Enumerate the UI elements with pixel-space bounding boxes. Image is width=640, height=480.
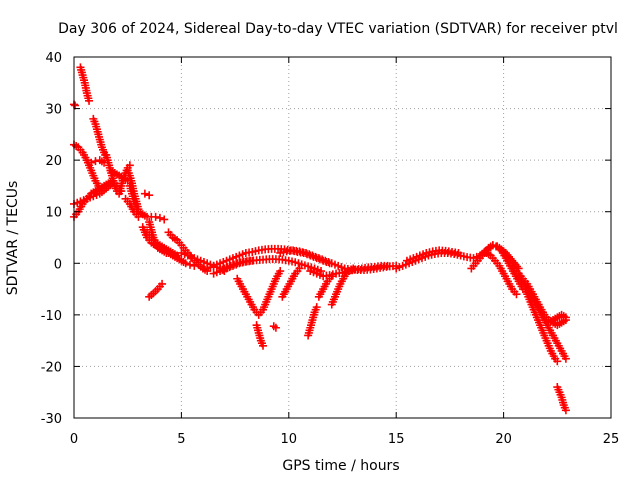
data-point bbox=[561, 406, 570, 415]
series-arc-c bbox=[70, 140, 104, 193]
data-point bbox=[312, 303, 321, 312]
y-tick-label: -20 bbox=[41, 360, 62, 375]
data-point bbox=[181, 259, 190, 268]
series-arc-p bbox=[145, 218, 171, 257]
y-tick-label: 30 bbox=[45, 103, 62, 118]
series-arc-v bbox=[209, 256, 257, 278]
data-point bbox=[160, 215, 169, 224]
series-arc-i bbox=[106, 166, 132, 185]
data-point bbox=[383, 261, 392, 270]
data-point bbox=[185, 260, 194, 269]
data-point bbox=[134, 212, 143, 221]
series-arc-ad bbox=[314, 272, 336, 301]
data-point bbox=[155, 213, 164, 222]
data-point bbox=[561, 354, 570, 363]
y-tick-label: -10 bbox=[41, 309, 62, 324]
data-point bbox=[295, 264, 304, 273]
x-tick-label: 25 bbox=[603, 432, 620, 447]
series-arc-g bbox=[89, 114, 110, 159]
data-point bbox=[248, 256, 257, 265]
data-point bbox=[145, 191, 154, 200]
x-tick-label: 0 bbox=[70, 432, 78, 447]
data-point bbox=[276, 267, 285, 276]
series-arc-an bbox=[553, 383, 570, 415]
plot-frame bbox=[73, 56, 612, 419]
data-point bbox=[151, 212, 160, 221]
data-point bbox=[85, 96, 94, 105]
y-tick-label: 10 bbox=[45, 206, 62, 221]
data-point bbox=[349, 264, 358, 273]
series-arc-s bbox=[145, 279, 167, 301]
data-point bbox=[271, 323, 280, 332]
series-arc-l bbox=[121, 194, 143, 221]
data-point bbox=[125, 161, 134, 170]
series-arc-ai bbox=[482, 248, 521, 299]
grid bbox=[74, 57, 611, 418]
axis-ticks: 0 5 10 15 20 25 -30 -20 -10 0 10 20 30 40 bbox=[41, 51, 620, 447]
x-tick-label: 15 bbox=[388, 432, 405, 447]
data-point bbox=[317, 267, 326, 276]
series-arc-ag bbox=[402, 246, 463, 265]
data-point bbox=[140, 189, 149, 198]
series-arc-k bbox=[125, 181, 169, 224]
series-arc-b bbox=[76, 63, 94, 105]
series-arc-w bbox=[276, 246, 401, 274]
y-axis-label: SDTVAR / TECUs bbox=[5, 181, 21, 296]
data-point bbox=[561, 313, 570, 322]
x-axis-label: GPS time / hours bbox=[282, 458, 399, 474]
x-tick-label: 10 bbox=[281, 432, 298, 447]
y-tick-label: 20 bbox=[45, 154, 62, 169]
data-point bbox=[162, 248, 171, 257]
series-arc-am bbox=[527, 290, 570, 327]
series-arc-y bbox=[233, 267, 285, 319]
data-point bbox=[87, 158, 96, 167]
series-arc-ab bbox=[278, 264, 304, 301]
series-arc-e bbox=[70, 179, 117, 208]
y-tick-label: -30 bbox=[41, 412, 62, 427]
series-arc-ac bbox=[304, 303, 321, 340]
series-arc-aa bbox=[269, 322, 280, 332]
series-arc-z bbox=[252, 321, 268, 350]
x-tick-label: 5 bbox=[177, 432, 185, 447]
chart-title: Day 306 of 2024, Sidereal Day-to-day VTE… bbox=[58, 21, 618, 37]
data-point bbox=[512, 290, 521, 299]
y-tick-label: 0 bbox=[54, 257, 62, 272]
x-tick-label: 20 bbox=[495, 432, 512, 447]
data-point bbox=[327, 272, 336, 281]
data-point bbox=[488, 241, 497, 250]
y-tick-label: 40 bbox=[45, 51, 62, 66]
data-point bbox=[158, 279, 167, 288]
data-point bbox=[454, 248, 463, 257]
series-arc-m bbox=[140, 189, 154, 200]
data-points bbox=[70, 63, 570, 415]
data-point bbox=[553, 357, 562, 366]
data-point bbox=[173, 251, 182, 260]
series-arc-ae bbox=[327, 264, 358, 309]
data-point bbox=[259, 341, 268, 350]
